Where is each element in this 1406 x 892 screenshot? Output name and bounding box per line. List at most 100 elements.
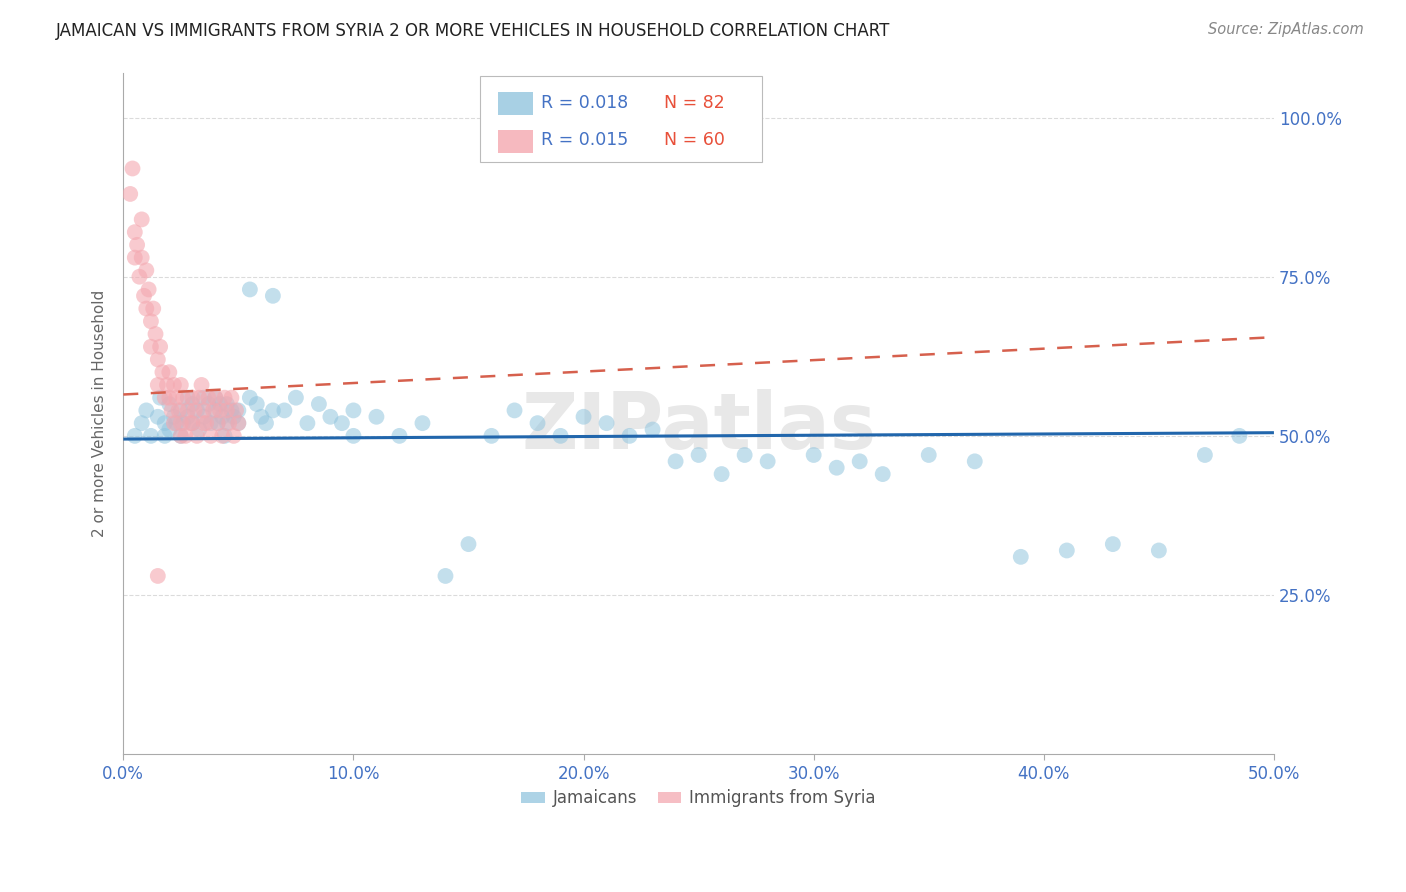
Point bbox=[221, 403, 243, 417]
Point bbox=[127, 238, 149, 252]
Point bbox=[152, 365, 174, 379]
Point bbox=[526, 416, 548, 430]
Point bbox=[1101, 537, 1123, 551]
Point bbox=[195, 416, 218, 430]
Text: Source: ZipAtlas.com: Source: ZipAtlas.com bbox=[1208, 22, 1364, 37]
Point bbox=[124, 225, 146, 239]
Point bbox=[918, 448, 941, 462]
Point bbox=[170, 429, 193, 443]
Point bbox=[146, 409, 169, 424]
Text: N = 82: N = 82 bbox=[664, 94, 725, 112]
Point bbox=[211, 429, 233, 443]
FancyBboxPatch shape bbox=[479, 77, 762, 161]
Point bbox=[619, 429, 641, 443]
Point bbox=[319, 409, 342, 424]
Point bbox=[215, 416, 238, 430]
Point bbox=[149, 391, 172, 405]
Point bbox=[181, 416, 204, 430]
Point bbox=[149, 340, 172, 354]
Point bbox=[200, 429, 222, 443]
Point bbox=[156, 378, 179, 392]
Point bbox=[170, 416, 193, 430]
Point bbox=[183, 403, 205, 417]
Point bbox=[170, 429, 193, 443]
Point bbox=[848, 454, 870, 468]
Point bbox=[803, 448, 825, 462]
Point bbox=[181, 397, 204, 411]
Point bbox=[121, 161, 143, 176]
Point bbox=[153, 416, 176, 430]
Point bbox=[218, 416, 240, 430]
Point bbox=[297, 416, 319, 430]
Point bbox=[342, 429, 364, 443]
Point bbox=[186, 429, 208, 443]
Point bbox=[308, 397, 330, 411]
Point bbox=[411, 416, 433, 430]
FancyBboxPatch shape bbox=[498, 92, 533, 115]
Point bbox=[330, 416, 353, 430]
Point bbox=[165, 416, 187, 430]
Point bbox=[165, 391, 187, 405]
Point bbox=[457, 537, 479, 551]
Point bbox=[197, 397, 219, 411]
Point bbox=[132, 289, 155, 303]
Point bbox=[124, 429, 146, 443]
FancyBboxPatch shape bbox=[498, 129, 533, 153]
Point bbox=[170, 378, 193, 392]
Point bbox=[120, 186, 142, 201]
Point bbox=[202, 403, 225, 417]
Point bbox=[193, 403, 215, 417]
Point bbox=[225, 403, 247, 417]
Point bbox=[688, 448, 710, 462]
Point bbox=[215, 397, 238, 411]
Point bbox=[153, 391, 176, 405]
Y-axis label: 2 or more Vehicles in Household: 2 or more Vehicles in Household bbox=[93, 290, 107, 537]
Point bbox=[756, 454, 779, 468]
Point bbox=[193, 391, 215, 405]
Point bbox=[163, 378, 186, 392]
Point bbox=[872, 467, 894, 481]
Point bbox=[665, 454, 688, 468]
Point bbox=[239, 282, 262, 296]
Point bbox=[388, 429, 411, 443]
Point bbox=[146, 378, 169, 392]
Point bbox=[963, 454, 986, 468]
Point bbox=[146, 352, 169, 367]
Text: N = 60: N = 60 bbox=[664, 131, 725, 150]
Point bbox=[139, 429, 162, 443]
Point bbox=[1194, 448, 1216, 462]
Point bbox=[254, 416, 277, 430]
Point bbox=[131, 416, 153, 430]
Point bbox=[221, 391, 243, 405]
Point bbox=[157, 391, 180, 405]
Point bbox=[1147, 543, 1170, 558]
Point bbox=[153, 429, 176, 443]
Point bbox=[262, 289, 284, 303]
Point bbox=[135, 301, 157, 316]
Point bbox=[204, 403, 226, 417]
Point bbox=[145, 326, 167, 341]
Point bbox=[170, 403, 193, 417]
Point bbox=[138, 282, 160, 296]
Point bbox=[135, 263, 157, 277]
Point bbox=[211, 409, 233, 424]
Point bbox=[214, 391, 236, 405]
Point bbox=[200, 416, 222, 430]
Point bbox=[193, 409, 215, 424]
Point bbox=[734, 448, 756, 462]
Point bbox=[595, 416, 617, 430]
Point bbox=[174, 429, 197, 443]
Point bbox=[228, 416, 250, 430]
Point bbox=[157, 423, 180, 437]
Point bbox=[204, 391, 226, 405]
Point bbox=[181, 416, 204, 430]
Point bbox=[172, 416, 194, 430]
Point bbox=[146, 569, 169, 583]
Point bbox=[197, 391, 219, 405]
Point bbox=[222, 429, 245, 443]
Text: ZIPatlas: ZIPatlas bbox=[522, 389, 876, 466]
Point bbox=[139, 314, 162, 328]
Point bbox=[1056, 543, 1078, 558]
Point bbox=[207, 416, 229, 430]
Point bbox=[157, 397, 180, 411]
